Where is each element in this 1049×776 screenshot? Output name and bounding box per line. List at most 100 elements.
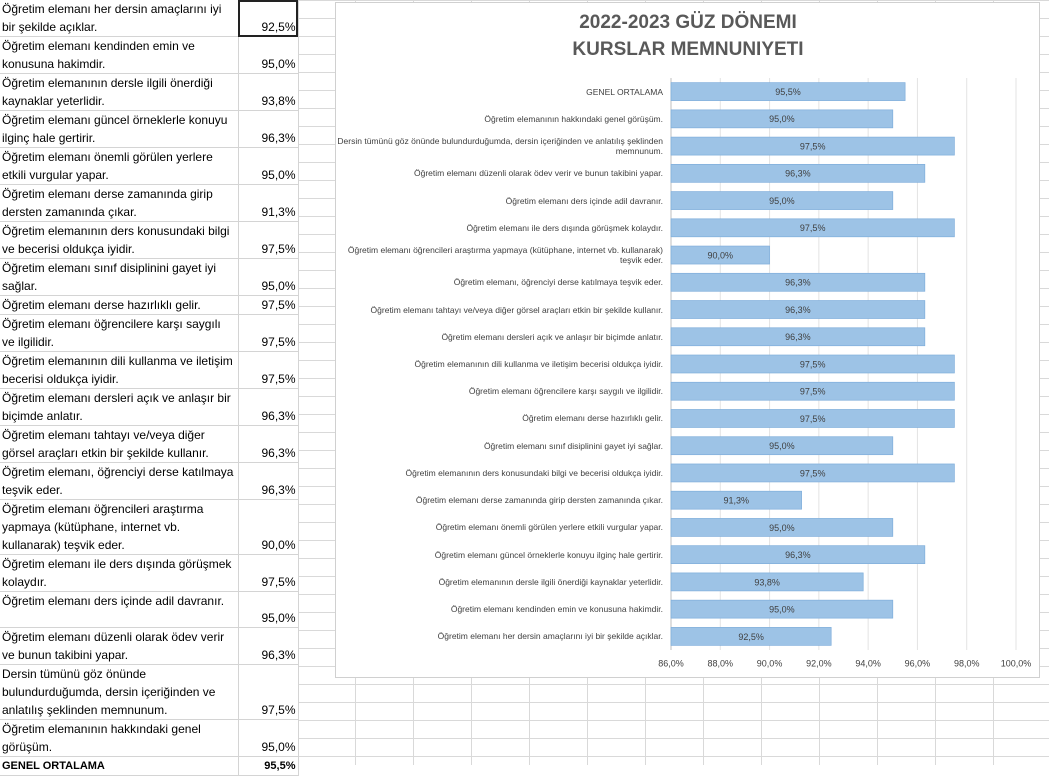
text-cell[interactable]: GENEL ORTALAMA (0, 756, 239, 776)
text-cell[interactable]: Öğretim elemanı kendinden emin ve konusu… (0, 36, 239, 74)
category-label-box: Öğretim elemanı kendinden emin ve konusu… (450, 604, 663, 615)
text-cell[interactable]: Öğretim elemanı öğrencilere karşı saygıl… (0, 314, 239, 352)
y-tick-label: Öğretim elemanı ders içinde adil davranı… (505, 195, 663, 206)
table-row: GENEL ORTALAMA 95,5% (0, 756, 299, 776)
value-cell[interactable]: 93,8% (238, 73, 299, 111)
text-cell[interactable]: Öğretim elemanı güncel örneklerle konuyu… (0, 110, 239, 148)
text-cell[interactable]: Öğretim elemanı her dersin amaçlarını iy… (0, 0, 239, 37)
bar (670, 300, 926, 319)
y-tick-label: GENEL ORTALAMA (586, 86, 663, 97)
value-label: 95,0% (769, 441, 795, 451)
table-row: Öğretim elemanı her dersin amaçlarını iy… (0, 0, 299, 37)
text-cell[interactable]: Öğretim elemanı dersleri açık ve anlaşır… (0, 388, 239, 426)
table-row: Öğretim elemanı, öğrenciyi derse katılma… (0, 462, 299, 500)
x-tick-label: 98,0% (954, 658, 980, 668)
value-label: 95,0% (769, 114, 795, 124)
bar (670, 627, 832, 646)
value-cell[interactable]: 95,5% (238, 756, 299, 776)
y-tick-label: Öğretim elemanının ders konusundaki bilg… (405, 467, 664, 478)
text-cell[interactable]: Dersin tümünü göz önünde bulundurduğumda… (0, 664, 239, 720)
category-label-box: Öğretim elemanı öğrencilere karşı saygıl… (469, 386, 663, 396)
value-label: 93,8% (754, 577, 780, 587)
x-tick-label: 96,0% (905, 658, 931, 668)
value-label: 95,0% (769, 523, 795, 533)
value-label: 97,5% (800, 141, 826, 151)
value-cell[interactable]: 97,5% (238, 554, 299, 592)
x-tick-label: 92,0% (806, 658, 832, 668)
y-tick-label: Öğretim elemanı ile ders dışında görüşme… (466, 222, 663, 233)
bar (670, 82, 906, 101)
text-cell[interactable]: Öğretim elemanı tahtayı ve/veya diğer gö… (0, 425, 239, 463)
value-cell[interactable]: 95,0% (238, 147, 299, 185)
bar (670, 545, 926, 565)
value-cell[interactable]: 96,3% (238, 627, 299, 665)
value-cell[interactable]: 95,0% (238, 719, 299, 757)
table-row: Öğretim elemanı ders içinde adil davranı… (0, 591, 299, 628)
table-row: Öğretim elemanı kendinden emin ve konusu… (0, 36, 299, 74)
category-label-box: Öğretim elemanı derse hazırlıklı gelir. (522, 413, 663, 423)
value-cell[interactable]: 97,5% (238, 295, 299, 315)
y-tick-label: Öğretim elemanı sınıf disiplinini gayet … (483, 440, 663, 451)
category-label-box: Öğretim elemanı sınıf disiplinini gayet … (483, 440, 663, 451)
value-cell[interactable]: 97,5% (238, 314, 299, 352)
text-cell[interactable]: Öğretim elemanının hakkındaki genel görü… (0, 719, 239, 757)
table-row: Öğretim elemanı derse zamanında girip de… (0, 184, 299, 222)
text-cell[interactable]: Öğretim elemanı derse zamanında girip de… (0, 184, 239, 222)
value-label: 95,5% (775, 87, 801, 97)
text-cell[interactable]: Öğretim elemanı sınıf disiplinini gayet … (0, 258, 239, 296)
text-cell[interactable]: Öğretim elemanı ile ders dışında görüşme… (0, 554, 239, 592)
y-tick-label: Öğretim elemanı güncel örneklerle konuyu… (434, 549, 663, 560)
text-cell[interactable]: Öğretim elemanı derse hazırlıklı gelir. (0, 295, 239, 315)
chart: 2022-2023 GÜZ DÖNEMI KURSLAR MEMNUNIYETI… (337, 12, 1031, 668)
table-row: Öğretim elemanının hakkındaki genel görü… (0, 719, 299, 757)
value-cell[interactable]: 90,0% (238, 499, 299, 555)
value-label: 97,5% (800, 223, 826, 233)
value-cell[interactable]: 95,0% (238, 591, 299, 628)
y-tick-label: Öğretim elemanının dili kullanma ve ilet… (414, 358, 664, 369)
chart-title: 2022-2023 GÜZ DÖNEMI (579, 12, 797, 33)
text-cell[interactable]: Öğretim elemanının dersle ilgili önerdiğ… (0, 73, 239, 111)
value-label: 97,5% (800, 387, 826, 397)
bar (670, 245, 770, 265)
text-cell[interactable]: Öğretim elemanı ders içinde adil davranı… (0, 591, 239, 628)
bar (670, 518, 894, 537)
text-cell[interactable]: Öğretim elemanının ders konusundaki bilg… (0, 221, 239, 259)
text-cell[interactable]: Öğretim elemanı, öğrenciyi derse katılma… (0, 462, 239, 500)
value-label: 96,3% (785, 278, 811, 288)
bar (670, 381, 955, 401)
value-cell[interactable]: 97,5% (238, 664, 299, 720)
value-label: 97,5% (800, 414, 826, 424)
category-label-box: Öğretim elemanı derse zamanında girip de… (415, 495, 663, 506)
value-cell[interactable]: 95,0% (238, 36, 299, 74)
y-tick-label: Öğretim elemanı öğrencileri araştırma ya… (347, 245, 663, 266)
value-cell[interactable]: 97,5% (238, 351, 299, 389)
value-cell[interactable]: 96,3% (238, 425, 299, 463)
value-cell[interactable]: 96,3% (238, 462, 299, 500)
y-tick-label: Öğretim elemanı kendinden emin ve konusu… (450, 604, 663, 615)
category-label-box: GENEL ORTALAMA (586, 86, 663, 97)
value-cell[interactable]: 97,5% (238, 221, 299, 259)
text-cell[interactable]: Öğretim elemanı önemli görülen yerlere e… (0, 147, 239, 185)
bar (670, 463, 955, 483)
table-row: Öğretim elemanı öğrencilere karşı saygıl… (0, 314, 299, 352)
value-cell[interactable]: 96,3% (238, 110, 299, 148)
bar (670, 599, 894, 619)
bar (670, 136, 955, 156)
text-cell[interactable]: Öğretim elemanı düzenli olarak ödev veri… (0, 627, 239, 665)
value-cell[interactable]: 96,3% (238, 388, 299, 426)
value-cell[interactable]: 92,5% (238, 0, 299, 37)
table-row: Öğretim elemanı dersleri açık ve anlaşır… (0, 388, 299, 426)
y-tick-label: Öğretim elemanı derse zamanında girip de… (415, 495, 663, 506)
category-label-box: Öğretim elemanının dersle ilgili önerdiğ… (439, 577, 663, 587)
category-label-box: Öğretim elemanının dili kullanma ve ilet… (414, 358, 664, 369)
x-tick-label: 90,0% (757, 658, 783, 668)
table-row: Öğretim elemanı ile ders dışında görüşme… (0, 554, 299, 592)
text-cell[interactable]: Öğretim elemanının dili kullanma ve ilet… (0, 351, 239, 389)
text-cell[interactable]: Öğretim elemanı öğrencileri araştırma ya… (0, 499, 239, 555)
bar (670, 191, 894, 210)
value-cell[interactable]: 91,3% (238, 184, 299, 222)
value-label: 95,0% (769, 605, 795, 615)
value-cell[interactable]: 95,0% (238, 258, 299, 296)
bar (670, 572, 864, 592)
value-label: 97,5% (800, 468, 826, 478)
